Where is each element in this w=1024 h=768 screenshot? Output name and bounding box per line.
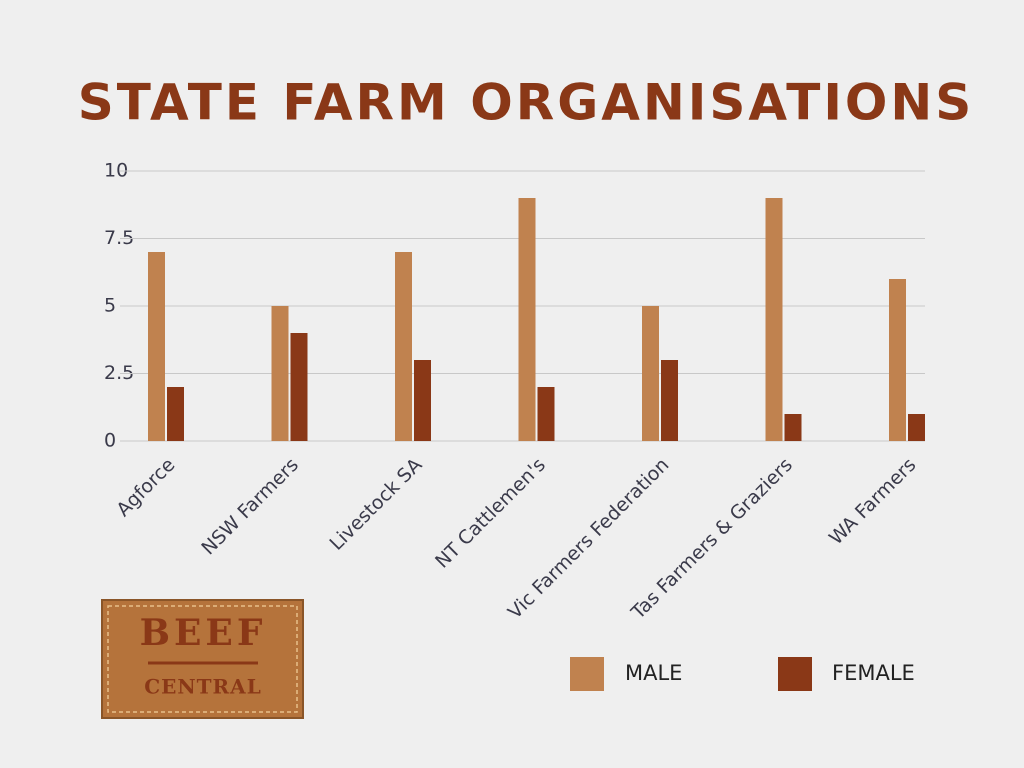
bar bbox=[537, 387, 555, 441]
chart-title: STATE FARM ORGANISATIONS bbox=[78, 74, 975, 132]
y-tick-label: 7.5 bbox=[104, 227, 134, 249]
bar bbox=[765, 198, 783, 441]
bar bbox=[784, 414, 802, 441]
y-tick-label: 2.5 bbox=[104, 362, 134, 384]
bar bbox=[148, 252, 165, 441]
bar bbox=[661, 360, 678, 441]
legend-swatch bbox=[778, 657, 812, 691]
bar bbox=[414, 360, 431, 441]
logo-patch bbox=[101, 599, 304, 719]
legend-label: FEMALE bbox=[832, 661, 915, 685]
bar bbox=[395, 252, 412, 441]
bar bbox=[167, 387, 184, 441]
bar bbox=[889, 279, 906, 441]
logo: BEEF CENTRAL bbox=[101, 599, 304, 719]
legend-label: MALE bbox=[625, 661, 682, 685]
logo-text: BEEF bbox=[140, 612, 267, 654]
logo-text: CENTRAL bbox=[144, 675, 262, 699]
bar bbox=[642, 306, 659, 441]
bar bbox=[271, 306, 289, 441]
y-tick-label: 10 bbox=[104, 160, 128, 182]
bar bbox=[908, 414, 925, 441]
y-tick-label: 0 bbox=[104, 430, 116, 452]
legend-swatch bbox=[570, 657, 604, 691]
logo-stitch bbox=[107, 605, 298, 713]
bar bbox=[290, 333, 308, 441]
bar bbox=[518, 198, 536, 441]
y-tick-label: 5 bbox=[104, 295, 116, 317]
